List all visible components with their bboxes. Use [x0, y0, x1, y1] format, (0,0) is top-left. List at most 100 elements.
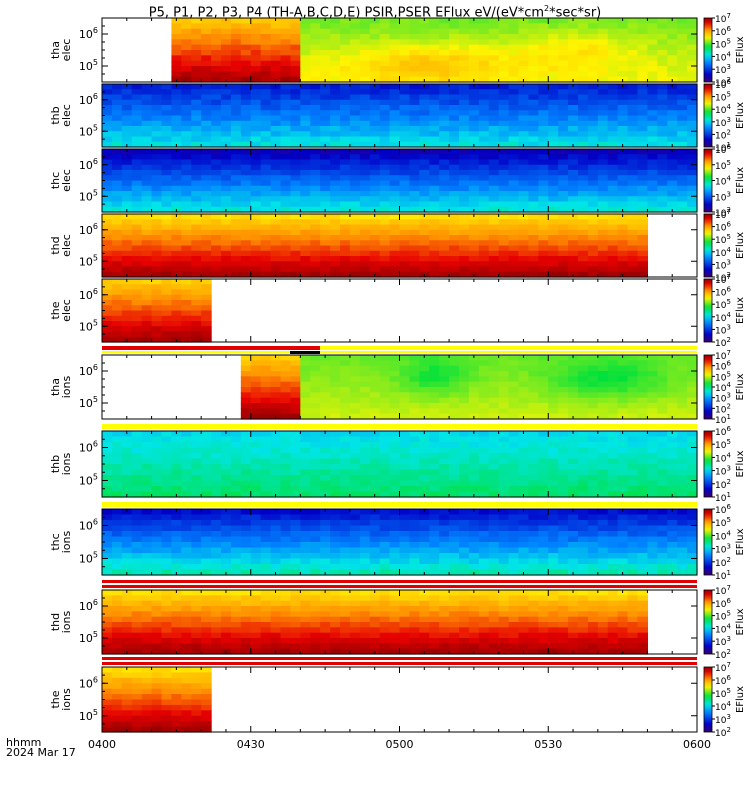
spectrogram-cell	[578, 360, 589, 367]
spectrogram-cell	[508, 403, 520, 409]
spectrogram-cell	[340, 164, 351, 171]
spectrogram-cell	[587, 365, 599, 372]
spectrogram-cell	[270, 219, 282, 226]
spectrogram-cell	[587, 39, 599, 46]
spectrogram-cell	[419, 266, 430, 273]
spectrogram-cell	[369, 175, 381, 182]
spectrogram-cell	[558, 245, 569, 252]
spectrogram-cell	[221, 224, 232, 231]
spectrogram-cell	[310, 266, 321, 273]
spectrogram-cell	[587, 569, 599, 576]
spectrogram-cell	[677, 170, 688, 176]
spectrogram-cell	[151, 214, 163, 220]
spectrogram-cell	[310, 553, 321, 560]
spectrogram-cell	[141, 294, 153, 301]
spectrogram-cell	[161, 126, 173, 132]
spectrogram-cell	[399, 214, 411, 220]
spectrogram-cell	[181, 447, 192, 454]
spectrogram-cell	[310, 164, 321, 171]
spectrogram-cell	[280, 261, 292, 268]
spectrogram-cell	[429, 201, 440, 208]
spectrogram-cell	[478, 120, 490, 127]
spectrogram-cell	[459, 110, 470, 117]
spectrogram-cell	[429, 392, 440, 399]
spectrogram-cell	[310, 480, 321, 487]
spectrogram-cell	[290, 558, 301, 565]
spectrogram-cell	[349, 486, 361, 493]
spectrogram-cell	[627, 447, 639, 454]
spectrogram-cell	[141, 300, 153, 306]
spectrogram-cell	[667, 99, 678, 106]
spectrogram-cell	[617, 120, 629, 127]
spectrogram-cell	[478, 514, 490, 521]
spectrogram-cell	[359, 180, 371, 187]
spectrogram-cell	[597, 141, 609, 148]
spectrogram-cell	[141, 453, 153, 460]
spectrogram-cell	[687, 44, 698, 51]
spectrogram-cell	[587, 355, 599, 361]
spectrogram-cell	[102, 201, 113, 208]
spectrogram-cell	[151, 256, 163, 262]
spectrogram-cell	[171, 28, 182, 35]
spectrogram-cell	[389, 164, 401, 171]
spectrogram-cell	[439, 245, 450, 252]
spectrogram-cell	[657, 185, 668, 192]
spectrogram-cell	[449, 89, 460, 96]
spectrogram-cell	[558, 154, 569, 161]
spectrogram-cell	[151, 94, 163, 101]
spectrogram-cell	[677, 408, 688, 415]
spectrogram-cell	[250, 28, 262, 35]
spectrogram-cell	[528, 447, 539, 454]
spectrogram-cell	[468, 365, 480, 372]
spectrogram-cell	[181, 115, 192, 122]
spectrogram-cell	[161, 175, 173, 182]
spectrogram-cell	[151, 206, 163, 213]
spectrogram-cell	[399, 105, 411, 111]
spectrogram-cell	[310, 170, 321, 176]
spectrogram-cell	[389, 149, 401, 155]
spectrogram-cell	[181, 224, 192, 231]
spectrogram-cell	[260, 229, 272, 236]
spectrogram-cell	[379, 387, 391, 393]
spectrogram-cell	[459, 170, 470, 176]
spectrogram-cell	[647, 175, 658, 182]
spectrogram-cell	[111, 170, 123, 176]
spectrogram-cell	[102, 284, 113, 291]
spectrogram-cell	[349, 564, 361, 571]
spectrogram-cell	[141, 136, 153, 143]
spectrogram-cell	[687, 480, 698, 487]
spectrogram-cell	[300, 558, 311, 565]
spectrogram-cell	[171, 55, 182, 62]
spectrogram-cell	[111, 149, 123, 155]
spectrogram-cell	[250, 365, 262, 372]
spectrogram-cell	[310, 18, 321, 24]
spectrogram-cell	[280, 99, 292, 106]
spectrogram-cell	[538, 219, 549, 226]
spectrogram-cell	[409, 229, 420, 236]
spectrogram-cell	[657, 18, 668, 24]
spectrogram-cell	[330, 392, 341, 399]
spectrogram-cell	[578, 536, 589, 543]
spectrogram-cell	[161, 553, 173, 560]
spectrogram-cell	[270, 185, 282, 192]
spectrogram-cell	[379, 23, 391, 30]
spectrogram-cell	[221, 120, 232, 127]
spectrogram-cell	[637, 408, 649, 415]
spectrogram-cell	[250, 355, 262, 361]
spectrogram-cell	[131, 271, 143, 278]
spectrogram-cell	[201, 66, 212, 72]
spectrogram-cell	[617, 458, 629, 465]
spectrogram-cell	[568, 201, 579, 208]
spectrogram-cell	[181, 250, 192, 257]
spectrogram-cell	[181, 305, 192, 312]
spectrogram-cell	[498, 99, 510, 106]
spectrogram-cell	[230, 486, 242, 493]
spectrogram-cell	[379, 355, 391, 361]
spectrogram-cell	[578, 355, 589, 361]
spectrogram-cell	[290, 224, 301, 231]
spectrogram-cell	[677, 115, 688, 122]
spectrogram-cell	[201, 558, 212, 565]
spectrogram-cell	[528, 436, 539, 443]
